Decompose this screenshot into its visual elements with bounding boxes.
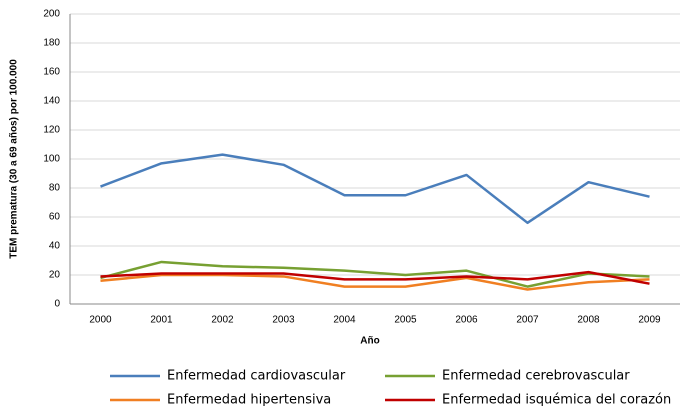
y-tick-label: 120 [43,125,60,136]
series-line [100,273,650,291]
y-tick-label: 80 [49,183,61,194]
series-line [100,260,650,288]
y-tick-label: 180 [43,38,60,49]
x-tick-label: 2009 [638,315,661,326]
x-tick-label: 2007 [516,315,539,326]
x-tick-label: 2003 [272,315,295,326]
x-axis-title: Año [360,336,379,347]
x-tick-label: 2002 [211,315,234,326]
y-tick-label: 100 [43,154,60,165]
y-tick-label: 160 [43,67,60,78]
series-line [100,153,650,225]
y-tick-label: 0 [54,299,60,310]
x-tick-label: 2000 [89,315,112,326]
series-line [100,270,650,285]
x-tick-label: 2004 [333,315,356,326]
y-axis-title: TEM prematura (30 a 69 años) por 100.000 [9,59,20,259]
y-tick-label: 60 [49,212,61,223]
legend-label: Enfermedad cardiovascular [167,369,346,384]
y-tick-label: 20 [49,270,61,281]
x-tick-label: 2001 [150,315,173,326]
legend-label: Enfermedad cerebrovascular [442,369,630,384]
legend-label: Enfermedad isquémica del corazón [442,393,671,406]
y-tick-label: 200 [43,9,60,20]
x-tick-label: 2008 [577,315,600,326]
x-tick-label: 2006 [455,315,478,326]
x-tick-label: 2005 [394,315,417,326]
y-tick-label: 40 [49,241,61,252]
y-tick-label: 140 [43,96,60,107]
legend-label: Enfermedad hipertensiva [167,393,331,406]
